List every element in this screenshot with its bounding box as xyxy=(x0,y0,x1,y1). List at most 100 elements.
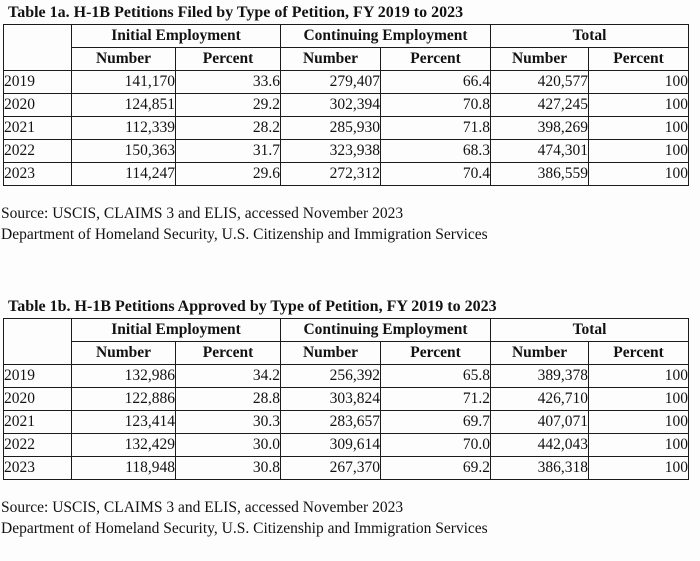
continuing-number-cell: 309,614 xyxy=(280,433,382,457)
table-row: 2022 132,429 30.0 309,614 70.0 442,043 1… xyxy=(3,433,690,457)
total-percent-cell: 100 xyxy=(588,93,690,117)
total-percent-cell: 100 xyxy=(588,433,690,457)
total-percent-cell: 100 xyxy=(588,410,690,434)
total-number-cell: 442,043 xyxy=(490,433,590,457)
table-1b-group-initial-employment: Initial Employment xyxy=(70,318,282,342)
continuing-number-cell: 267,370 xyxy=(280,456,382,480)
initial-percent-cell: 29.6 xyxy=(174,162,282,186)
table-1a-header-initial-number: Number xyxy=(71,47,176,71)
continuing-percent-cell: 70.4 xyxy=(380,162,492,186)
source-line: Department of Homeland Security, U.S. Ci… xyxy=(1,520,488,537)
table-1a-sub-header-row: Number Percent Number Percent Number Per… xyxy=(4,47,690,71)
initial-number-cell: 118,948 xyxy=(71,456,176,480)
continuing-percent-cell: 65.8 xyxy=(380,364,492,388)
initial-number-cell: 150,363 xyxy=(71,139,176,163)
initial-percent-cell: 28.2 xyxy=(174,116,282,140)
table-row: 2023 118,948 30.8 267,370 69.2 386,318 1… xyxy=(3,456,690,480)
table-1b-header-total-number: Number xyxy=(490,341,590,365)
initial-percent-cell: 30.3 xyxy=(174,410,282,434)
continuing-percent-cell: 69.7 xyxy=(380,410,492,434)
initial-percent-cell: 28.8 xyxy=(174,387,282,411)
total-percent-cell: 100 xyxy=(588,387,690,411)
year-cell: 2019 xyxy=(3,70,72,94)
table-1a-header-total-number: Number xyxy=(490,47,590,71)
table-1a-section: Table 1a. H-1B Petitions Filed by Type o… xyxy=(0,3,700,245)
table-1b-sub-header-row: Number Percent Number Percent Number Per… xyxy=(4,341,690,365)
table-1a-header: Initial Employment Continuing Employment… xyxy=(3,24,690,71)
total-percent-cell: 100 xyxy=(588,162,690,186)
table-1b-group-total: Total xyxy=(490,318,690,342)
table-1b-header-initial-number: Number xyxy=(71,341,176,365)
table-1b-header-continuing-number: Number xyxy=(280,341,382,365)
continuing-number-cell: 279,407 xyxy=(280,70,382,94)
table-row: 2021 123,414 30.3 283,657 69.7 407,071 1… xyxy=(3,410,690,434)
initial-percent-cell: 30.8 xyxy=(174,456,282,480)
year-cell: 2019 xyxy=(3,364,72,388)
table-1b-title: Table 1b. H-1B Petitions Approved by Typ… xyxy=(8,298,497,315)
year-cell: 2021 xyxy=(3,116,72,140)
table-1b-corner-cell xyxy=(3,318,72,365)
source-line: Source: USCIS, CLAIMS 3 and ELIS, access… xyxy=(1,499,404,516)
total-number-cell: 386,318 xyxy=(490,456,590,480)
table-row: 2019 141,170 33.6 279,407 66.4 420,577 1… xyxy=(3,70,690,94)
initial-percent-cell: 33.6 xyxy=(174,70,282,94)
total-percent-cell: 100 xyxy=(588,139,690,163)
initial-number-cell: 132,986 xyxy=(71,364,176,388)
year-cell: 2022 xyxy=(3,139,72,163)
total-number-cell: 427,245 xyxy=(490,93,590,117)
continuing-number-cell: 323,938 xyxy=(280,139,382,163)
continuing-percent-cell: 68.3 xyxy=(380,139,492,163)
year-cell: 2021 xyxy=(3,410,72,434)
continuing-number-cell: 283,657 xyxy=(280,410,382,434)
initial-percent-cell: 30.0 xyxy=(174,433,282,457)
total-number-cell: 407,071 xyxy=(490,410,590,434)
continuing-percent-cell: 70.0 xyxy=(380,433,492,457)
continuing-percent-cell: 66.4 xyxy=(380,70,492,94)
continuing-number-cell: 303,824 xyxy=(280,387,382,411)
table-1a-petitions-filed: Initial Employment Continuing Employment… xyxy=(3,24,690,186)
year-cell: 2020 xyxy=(3,93,72,117)
table-1b-header-total-percent: Percent xyxy=(588,341,690,365)
initial-number-cell: 112,339 xyxy=(71,116,176,140)
continuing-percent-cell: 71.8 xyxy=(380,116,492,140)
table-1b-source-block: Source: USCIS, CLAIMS 3 and ELIS, access… xyxy=(1,497,700,539)
table-row: 2019 132,986 34.2 256,392 65.8 389,378 1… xyxy=(3,364,690,388)
continuing-percent-cell: 69.2 xyxy=(380,456,492,480)
total-number-cell: 398,269 xyxy=(490,116,590,140)
initial-number-cell: 124,851 xyxy=(71,93,176,117)
year-cell: 2023 xyxy=(3,162,72,186)
table-1a-header-continuing-percent: Percent xyxy=(380,47,492,71)
total-number-cell: 389,378 xyxy=(490,364,590,388)
year-cell: 2022 xyxy=(3,433,72,457)
initial-percent-cell: 34.2 xyxy=(174,364,282,388)
total-percent-cell: 100 xyxy=(588,364,690,388)
initial-percent-cell: 29.2 xyxy=(174,93,282,117)
table-1b-body: 2019 132,986 34.2 256,392 65.8 389,378 1… xyxy=(3,364,690,480)
table-row: 2023 114,247 29.6 272,312 70.4 386,559 1… xyxy=(3,162,690,186)
table-1a-corner-cell xyxy=(3,24,72,71)
table-1a-source-block: Source: USCIS, CLAIMS 3 and ELIS, access… xyxy=(1,203,700,245)
table-1b-group-continuing-employment: Continuing Employment xyxy=(280,318,492,342)
table-1a-header-total-percent: Percent xyxy=(588,47,690,71)
initial-number-cell: 141,170 xyxy=(71,70,176,94)
table-1a-group-total: Total xyxy=(490,24,690,48)
source-line: Source: USCIS, CLAIMS 3 and ELIS, access… xyxy=(1,205,404,222)
initial-number-cell: 123,414 xyxy=(71,410,176,434)
initial-number-cell: 132,429 xyxy=(71,433,176,457)
total-number-cell: 386,559 xyxy=(490,162,590,186)
continuing-percent-cell: 70.8 xyxy=(380,93,492,117)
table-1b-petitions-approved: Initial Employment Continuing Employment… xyxy=(3,318,690,480)
table-1b-section: Table 1b. H-1B Petitions Approved by Typ… xyxy=(0,297,700,539)
continuing-number-cell: 272,312 xyxy=(280,162,382,186)
total-number-cell: 426,710 xyxy=(490,387,590,411)
table-1b-header-initial-percent: Percent xyxy=(174,341,282,365)
table-1a-title: Table 1a. H-1B Petitions Filed by Type o… xyxy=(8,4,464,21)
table-1b-header: Initial Employment Continuing Employment… xyxy=(3,318,690,365)
total-percent-cell: 100 xyxy=(588,116,690,140)
continuing-percent-cell: 71.2 xyxy=(380,387,492,411)
table-1b-group-header-row: Initial Employment Continuing Employment… xyxy=(3,318,690,365)
table-row: 2021 112,339 28.2 285,930 71.8 398,269 1… xyxy=(3,116,690,140)
year-cell: 2023 xyxy=(3,456,72,480)
total-percent-cell: 100 xyxy=(588,70,690,94)
